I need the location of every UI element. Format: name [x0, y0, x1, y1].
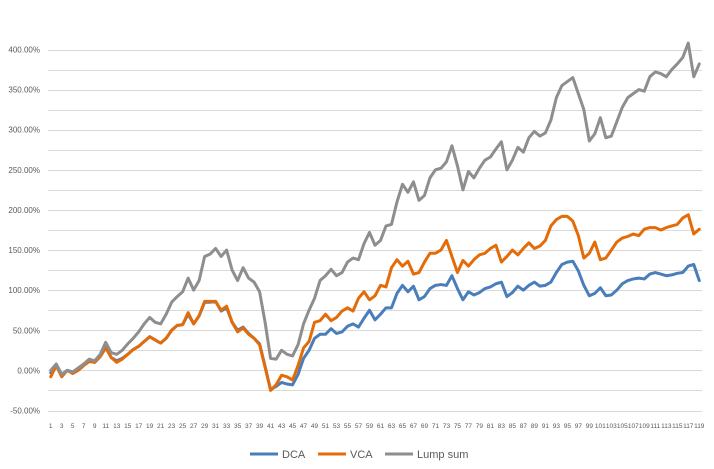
x-tick-label: 5 [71, 423, 75, 430]
x-tick-label: 89 [531, 423, 539, 430]
y-tick-label: -50.00% [10, 407, 40, 416]
x-tick-label: 83 [498, 423, 506, 430]
x-tick-label: 69 [421, 423, 429, 430]
x-tick-label: 71 [432, 423, 440, 430]
x-tick-label: 115 [672, 423, 683, 430]
x-tick-label: 87 [520, 423, 528, 430]
x-tick-label: 111 [650, 423, 660, 430]
legend-item-lump-sum: Lump sum [385, 449, 468, 461]
x-tick-label: 49 [311, 423, 319, 430]
x-tick-label: 19 [146, 423, 154, 430]
x-tick-label: 105 [617, 423, 628, 430]
x-tick-label: 17 [135, 423, 143, 430]
y-tick-label: 100.00% [8, 286, 40, 295]
legend: DCA VCA Lump sum [250, 449, 468, 461]
series-lines [49, 41, 701, 392]
x-tick-label: 35 [234, 423, 242, 430]
y-tick-label: 50.00% [13, 326, 40, 335]
x-tick-label: 37 [245, 423, 253, 430]
x-axis-tick-labels: 1 3 5 7 9 11 13 15 17 19 21 23 25 27 29 31 33 35 37 39 41 43 4… [49, 423, 705, 430]
x-tick-label: 97 [575, 423, 583, 430]
y-tick-label: 350.00% [8, 86, 40, 95]
x-tick-label: 65 [399, 423, 407, 430]
x-tick-label: 29 [201, 423, 209, 430]
x-tick-label: 85 [509, 423, 517, 430]
x-tick-label: 33 [223, 423, 231, 430]
x-tick-label: 117 [683, 423, 694, 430]
x-tick-label: 61 [377, 423, 385, 430]
legend-label: Lump sum [417, 449, 468, 461]
x-tick-label: 31 [212, 423, 220, 430]
x-tick-label: 3 [60, 423, 64, 430]
y-tick-label: 400.00% [8, 46, 40, 55]
x-tick-label: 101 [595, 423, 606, 430]
x-tick-label: 119 [694, 423, 705, 430]
y-axis-tick-labels: -50.00% 0.00% 50.00% 100.00% 150.00% 200.00% 2… [8, 46, 40, 416]
x-tick-label: 109 [639, 423, 650, 430]
x-tick-label: 27 [190, 423, 198, 430]
y-tick-label: 250.00% [8, 166, 40, 175]
series-line-vca [49, 213, 701, 392]
x-tick-label: 77 [465, 423, 473, 430]
series-line-lump-sum [49, 41, 701, 376]
x-tick-label: 95 [564, 423, 572, 430]
x-tick-label: 25 [179, 423, 187, 430]
x-tick-label: 93 [553, 423, 561, 430]
x-tick-label: 107 [628, 423, 639, 430]
x-tick-label: 21 [157, 423, 165, 430]
legend-item-vca: VCA [318, 449, 373, 461]
x-tick-label: 51 [322, 423, 330, 430]
gridlines [48, 50, 702, 412]
x-tick-label: 63 [388, 423, 396, 430]
x-tick-label: 67 [410, 423, 418, 430]
x-tick-label: 79 [476, 423, 484, 430]
x-tick-label: 53 [333, 423, 341, 430]
x-tick-label: 23 [168, 423, 176, 430]
x-tick-label: 41 [267, 423, 275, 430]
legend-label: DCA [282, 449, 306, 461]
y-tick-label: 300.00% [8, 126, 40, 135]
x-tick-label: 15 [124, 423, 132, 430]
y-tick-label: 0.00% [17, 366, 40, 375]
x-tick-label: 57 [355, 423, 363, 430]
x-tick-label: 59 [366, 423, 374, 430]
x-tick-label: 103 [606, 423, 617, 430]
legend-item-dca: DCA [250, 449, 306, 461]
x-tick-label: 47 [300, 423, 308, 430]
x-tick-label: 7 [82, 423, 86, 430]
y-tick-label: 200.00% [8, 206, 40, 215]
x-tick-label: 73 [443, 423, 451, 430]
x-tick-label: 43 [278, 423, 286, 430]
x-tick-label: 113 [661, 423, 672, 430]
y-tick-label: 150.00% [8, 246, 40, 255]
x-tick-label: 91 [542, 423, 550, 430]
x-tick-label: 55 [344, 423, 352, 430]
x-tick-label: 99 [586, 423, 594, 430]
x-tick-label: 81 [487, 423, 495, 430]
x-tick-label: 75 [454, 423, 462, 430]
legend-label: VCA [350, 449, 373, 461]
x-tick-label: 13 [113, 423, 121, 430]
x-tick-label: 45 [289, 423, 297, 430]
x-tick-label: 9 [93, 423, 97, 430]
x-tick-label: 1 [49, 423, 53, 430]
x-tick-label: 39 [256, 423, 264, 430]
x-tick-label: 11 [102, 423, 109, 430]
